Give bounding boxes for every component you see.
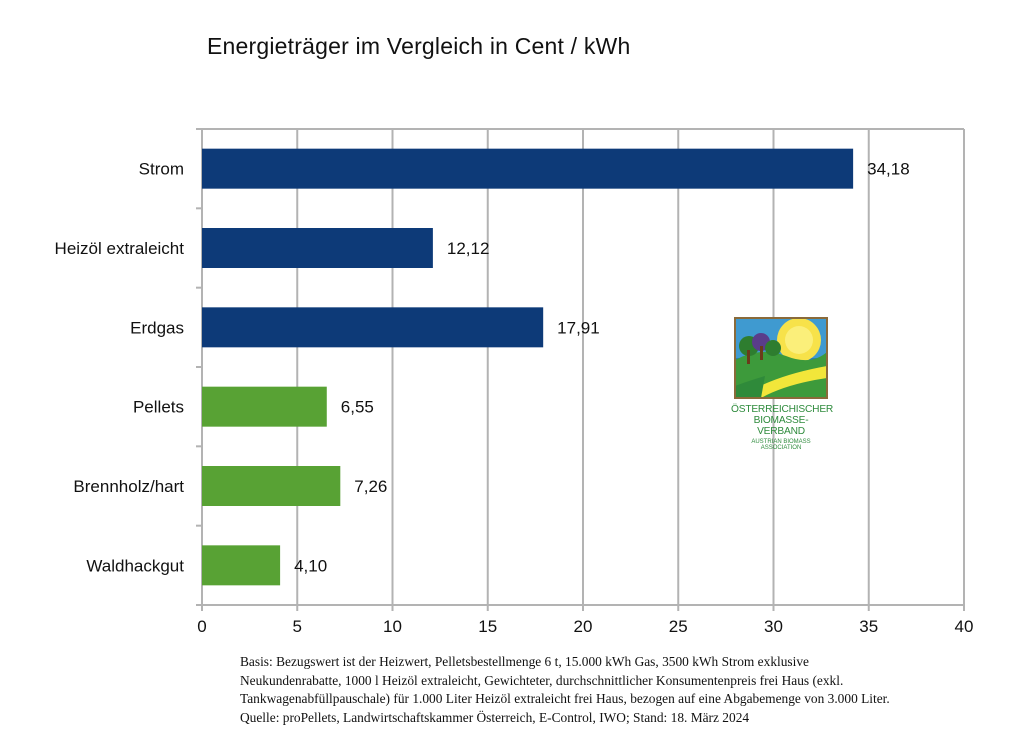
x-tick-label: 10 [383,617,402,636]
x-tick-label: 30 [764,617,783,636]
labels-layer: 0 5 10 15 20 25 30 35 40 Strom 34,18 Heizöl extrale… [55,160,974,636]
bar [202,386,327,427]
x-tick-label: 5 [293,617,302,636]
value-label: 17,91 [557,318,600,337]
category-label: Waldhackgut [86,556,184,575]
category-label: Brennholz/hart [73,477,184,496]
category-label: Erdgas [130,318,184,337]
bar [202,228,433,268]
footnote-line: Quelle: proPellets, Landwirtschaftskamme… [240,709,750,725]
bar-chart: 0 5 10 15 20 25 30 35 40 Strom 34,18 Heizöl extrale… [55,128,974,636]
logo-text-line1: ÖSTERREICHISCHER [731,404,834,415]
x-tick-label: 0 [197,617,206,636]
category-label: Heizöl extraleicht [55,239,185,258]
x-tick-label: 40 [955,617,974,636]
grid-layer [196,128,965,611]
value-label: 34,18 [867,160,910,179]
x-tick-label: 25 [669,617,688,636]
value-label: 6,55 [341,398,374,417]
value-label: 12,12 [447,239,490,258]
footnote-line: Basis: Bezugswert ist der Heizwert, Pell… [240,654,809,669]
category-label: Pellets [133,398,184,417]
x-tick-label: 15 [478,617,497,636]
bar [202,466,341,506]
category-label: Strom [139,160,184,179]
value-label: 4,10 [294,556,327,575]
chart-title: Energieträger im Vergleich in Cent / kWh [207,33,631,59]
value-label: 7,26 [354,477,387,496]
bar [202,148,854,189]
biomass-association-logo: ÖSTERREICHISCHER BIOMASSE-VERBAND AUSTRI… [731,316,834,451]
footnote: Basis: Bezugswert ist der Heizwert, Pell… [240,653,1000,727]
landscape-sun-icon [734,317,828,399]
logo-text-line2: BIOMASSE-VERBAND [753,415,809,437]
logo-text-line3: AUSTRIAN BIOMASS ASSOCIATION [751,439,811,451]
footnote-line: Neukundenrabatte, 1000 l Heizöl extralei… [240,672,844,688]
bars-layer [202,148,854,586]
bar [202,307,544,348]
x-tick-label: 20 [574,617,593,636]
footnote-line: Tankwagenabfüllpauschale) für 1.000 Lite… [240,691,890,706]
bar [202,545,281,586]
x-tick-label: 35 [859,617,878,636]
